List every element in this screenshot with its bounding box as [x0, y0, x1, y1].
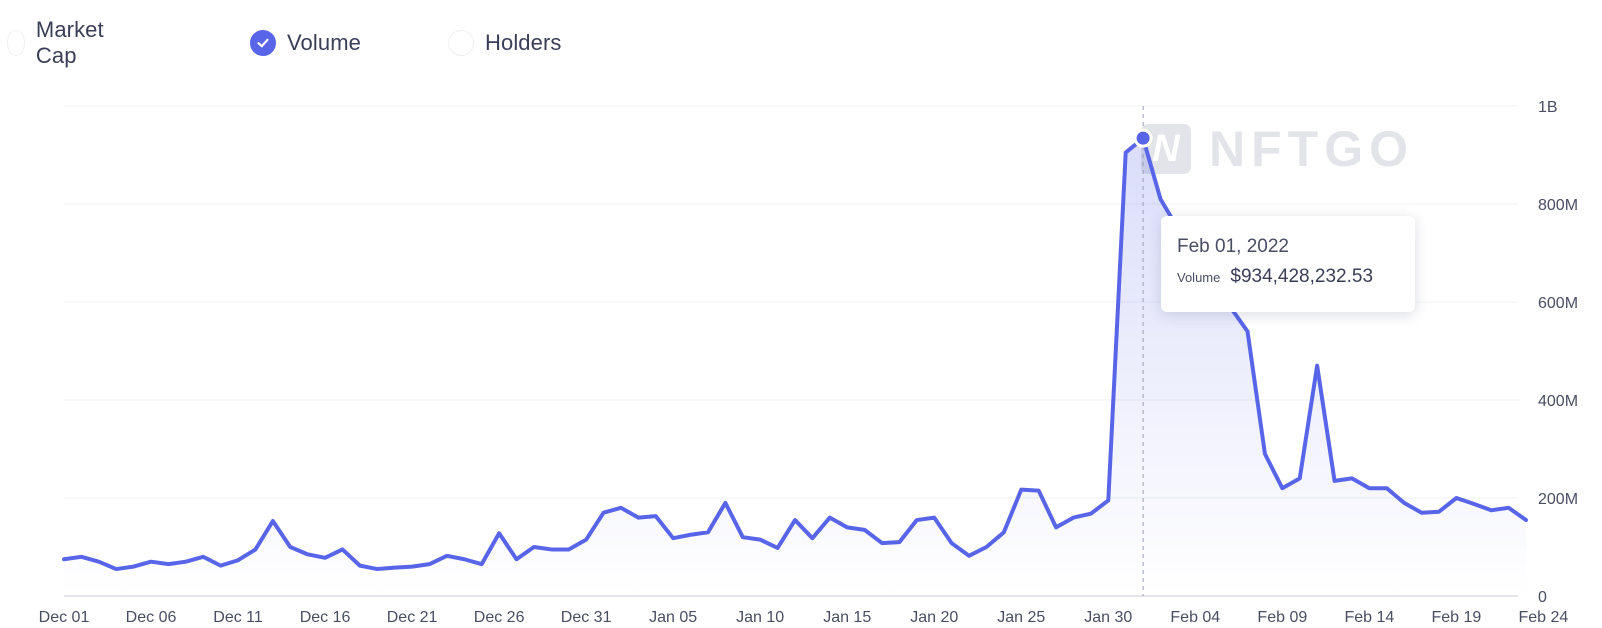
y-tick-label: 1B — [1538, 99, 1558, 116]
x-tick-label: Jan 10 — [736, 609, 784, 626]
y-tick-label: 600M — [1538, 295, 1578, 312]
tooltip-date: Feb 01, 2022 — [1177, 236, 1289, 257]
chart-tooltip: Feb 01, 2022 Volume $934,428,232.53 — [1161, 216, 1415, 312]
x-tick-label: Dec 11 — [213, 609, 263, 626]
tooltip-value: $934,428,232.53 — [1230, 266, 1374, 287]
x-tick-label: Feb 14 — [1344, 609, 1394, 626]
highlight-point[interactable] — [1133, 128, 1153, 148]
y-tick-label: 800M — [1538, 197, 1578, 214]
volume-line — [62, 136, 1528, 572]
x-tick-label: Dec 16 — [300, 609, 351, 626]
x-tick-label: Feb 19 — [1431, 609, 1481, 626]
x-tick-label: Dec 31 — [561, 609, 612, 626]
toggle-holders-label: Holders — [485, 30, 562, 55]
toggle-market-cap[interactable]: Market Cap — [7, 17, 112, 68]
x-tick-label: Jan 30 — [1084, 609, 1132, 626]
x-tick-label: Feb 09 — [1257, 609, 1307, 626]
x-tick-label: Dec 06 — [126, 609, 177, 626]
nftgo-watermark: N NFTGO — [1141, 120, 1414, 178]
toggle-volume-label: Volume — [287, 30, 361, 55]
toggle-volume[interactable]: Volume — [250, 22, 361, 64]
x-tick-label: Dec 26 — [474, 609, 525, 626]
x-tick-label: Feb 24 — [1518, 609, 1568, 626]
y-tick-label: 400M — [1538, 393, 1578, 410]
y-tick-label: 0 — [1538, 589, 1547, 606]
toggle-market-cap-label: Market Cap — [35, 17, 104, 68]
tooltip-series-label: Volume — [1177, 270, 1221, 285]
x-tick-label: Dec 21 — [387, 609, 438, 626]
x-tick-label: Dec 01 — [39, 609, 90, 626]
x-tick-label: Jan 15 — [823, 609, 871, 626]
toggle-holders[interactable]: Holders — [448, 22, 562, 64]
x-tick-label: Jan 20 — [910, 609, 958, 626]
x-tick-label: Feb 04 — [1170, 609, 1220, 626]
volume-area — [64, 138, 1526, 596]
volume-checked-icon[interactable] — [250, 30, 276, 56]
holders-radio-icon[interactable] — [448, 30, 474, 56]
market-cap-radio-icon[interactable] — [7, 30, 25, 56]
x-tick-label: Jan 25 — [997, 609, 1045, 626]
y-tick-label: 200M — [1538, 491, 1578, 508]
nftgo-watermark-text: NFTGO — [1209, 121, 1414, 177]
x-tick-label: Jan 05 — [649, 609, 697, 626]
